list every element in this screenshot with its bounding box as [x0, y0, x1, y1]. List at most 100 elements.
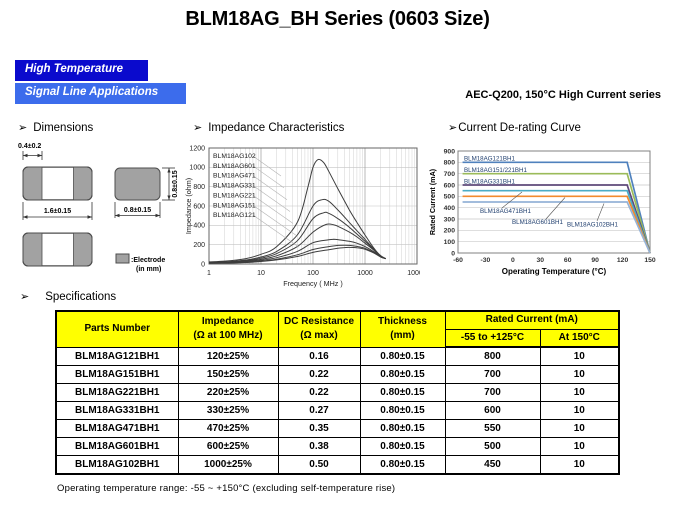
y-tick-label: 0 — [201, 261, 205, 268]
table-row: BLM18AG121BH1 120±25% 0.16 0.80±0.15 800 10 — [55, 346, 620, 366]
header-range-150: At 150°C — [539, 328, 620, 348]
chip-ceramic-center — [42, 168, 74, 199]
impedance-chart: BLM18AG102 BLM18AG601 BLM18AG471 BLM18AG331… — [185, 145, 420, 288]
chip-top-view — [22, 232, 93, 267]
y-tick-label: 900 — [444, 148, 456, 155]
table-row: BLM18AG151BH1 150±25% 0.22 0.80±0.15 700 10 — [55, 365, 620, 384]
table-row: BLM18AG102BH1 1000±25% 0.50 0.80±0.15 450 10 — [55, 455, 620, 475]
grid-line — [596, 203, 605, 222]
cell-dc-resistance: 0.16 — [277, 346, 361, 366]
legend-label-BLM18AG471: BLM18AG471 — [213, 173, 256, 180]
grid-line — [252, 205, 297, 236]
x-tick-label: 90 — [591, 257, 599, 264]
electrode-legend-swatch — [115, 253, 130, 264]
derating-line-BLM18AG121BH1 — [462, 161, 651, 254]
cell-part-number: BLM18AG221BH1 — [55, 383, 179, 402]
y-tick-label: 1000 — [189, 165, 205, 172]
y-axis-title: Rated Current (mA) — [428, 168, 437, 235]
header-thickness-line1: Thickness — [378, 315, 427, 327]
y-tick-label: 600 — [193, 203, 205, 210]
impedance-curve-BLM18AG121 — [208, 246, 386, 264]
chip-side-view — [114, 167, 161, 201]
header-dc-resistance: DC Resistance (Ω max) — [277, 310, 361, 348]
cell-thickness: 0.80±0.15 — [359, 346, 446, 366]
legend-label-BLM18AG121: BLM18AG121 — [213, 212, 256, 219]
x-tick-label: 0 — [511, 257, 515, 264]
table-row: BLM18AG331BH1 330±25% 0.27 0.80±0.15 600 10 — [55, 401, 620, 420]
y-tick-label: 300 — [444, 216, 456, 223]
y-tick-label: 800 — [193, 184, 205, 191]
y-tick-label: 100 — [444, 239, 456, 246]
section-label-dimensions: Dimensions — [33, 122, 94, 134]
table-row: BLM18AG471BH1 470±25% 0.35 0.80±0.15 550 10 — [55, 419, 620, 438]
x-tick-label: 1000 — [357, 270, 373, 277]
cell-dc-resistance: 0.38 — [277, 437, 361, 456]
y-tick-label: 700 — [444, 171, 456, 178]
legend-label-BLM18AG601: BLM18AG601 — [213, 163, 256, 170]
line-label-BLM18AG471BH1: BLM18AG471BH1 — [480, 208, 531, 215]
header-dcr-line2: (Ω max) — [300, 330, 338, 342]
bullet-arrow-icon: ➢ — [193, 122, 203, 134]
header-thickness: Thickness (mm) — [359, 310, 446, 348]
specifications-table: Parts Number Impedance (Ω at 100 MHz) DC… — [55, 310, 621, 475]
grid-line — [252, 185, 291, 212]
section-label-impedance: Impedance Characteristics — [208, 122, 345, 134]
cell-part-number: BLM18AG102BH1 — [55, 455, 179, 475]
line-label-BLM18AG121BH1: BLM18AG121BH1 — [464, 156, 515, 163]
cell-current-150: 10 — [539, 383, 620, 402]
header-impedance-line1: Impedance — [201, 315, 255, 327]
dim-electrode-width: 0.4±0.2 — [18, 143, 41, 150]
cell-thickness: 0.80±0.15 — [359, 419, 446, 438]
cell-impedance: 470±25% — [177, 419, 279, 438]
y-tick-label: 600 — [444, 182, 456, 189]
grid-line — [501, 191, 523, 209]
x-axis-title: Frequency ( MHz ) — [283, 279, 343, 288]
cell-current-125: 700 — [444, 383, 541, 402]
header-impedance: Impedance (Ω at 100 MHz) — [177, 310, 279, 348]
grid-line — [252, 165, 285, 189]
x-tick-label: 150 — [644, 257, 656, 264]
cell-current-150: 10 — [539, 419, 620, 438]
cell-part-number: BLM18AG471BH1 — [55, 419, 179, 438]
header-range-125: -55 to +125°C — [444, 328, 541, 348]
line-label-BLM18AG601BH1: BLM18AG601BH1 — [512, 219, 563, 226]
cell-thickness: 0.80±0.15 — [359, 365, 446, 384]
line-label-BLM18AG102BH1: BLM18AG102BH1 — [567, 222, 618, 229]
cell-impedance: 600±25% — [177, 437, 279, 456]
section-label-derating: Current De-rating Curve — [458, 122, 581, 134]
impedance-curve-BLM18AG601 — [208, 198, 386, 263]
table-row: BLM18AG221BH1 220±25% 0.22 0.80±0.15 700 10 — [55, 383, 620, 402]
grid-line — [252, 214, 300, 248]
impedance-curve-BLM18AG102 — [208, 158, 386, 263]
x-tick-label: 100 — [307, 270, 319, 277]
cell-impedance: 150±25% — [177, 365, 279, 384]
y-tick-label: 0 — [451, 250, 455, 257]
page-title: BLM18AG_BH Series (0603 Size) — [185, 8, 490, 30]
series-qualification-text: AEC-Q200, 150°C High Current series — [465, 89, 661, 101]
cell-dc-resistance: 0.35 — [277, 419, 361, 438]
x-tick-label: 120 — [617, 257, 629, 264]
section-header-dimensions: ➢ Dimensions — [18, 121, 93, 134]
y-tick-label: 800 — [444, 160, 456, 167]
y-tick-label: 500 — [444, 194, 456, 201]
cell-current-125: 600 — [444, 401, 541, 420]
header-dcr-line1: DC Resistance — [283, 315, 355, 327]
bullet-arrow-icon: ➢ — [448, 122, 458, 134]
header-impedance-line2: (Ω at 100 MHz) — [193, 330, 263, 342]
legend-label-BLM18AG102: BLM18AG102 — [213, 153, 256, 160]
dim-chip-length: 1.6±0.15 — [44, 208, 71, 215]
grid-line — [545, 197, 566, 220]
cell-dc-resistance: 0.22 — [277, 365, 361, 384]
dim-chip-height: 0.8±0.15 — [172, 170, 179, 197]
line-label-BLM18AG331BH1: BLM18AG331BH1 — [464, 179, 515, 186]
cell-current-150: 10 — [539, 455, 620, 475]
y-tick-label: 400 — [193, 223, 205, 230]
cell-impedance: 220±25% — [177, 383, 279, 402]
cell-part-number: BLM18AG121BH1 — [55, 346, 179, 366]
x-tick-label: 1 — [207, 270, 211, 277]
electrode-legend-unit: (in mm) — [136, 266, 161, 273]
cell-current-125: 800 — [444, 346, 541, 366]
y-tick-label: 200 — [444, 228, 456, 235]
cell-dc-resistance: 0.27 — [277, 401, 361, 420]
dim-chip-width: 0.8±0.15 — [124, 207, 151, 214]
